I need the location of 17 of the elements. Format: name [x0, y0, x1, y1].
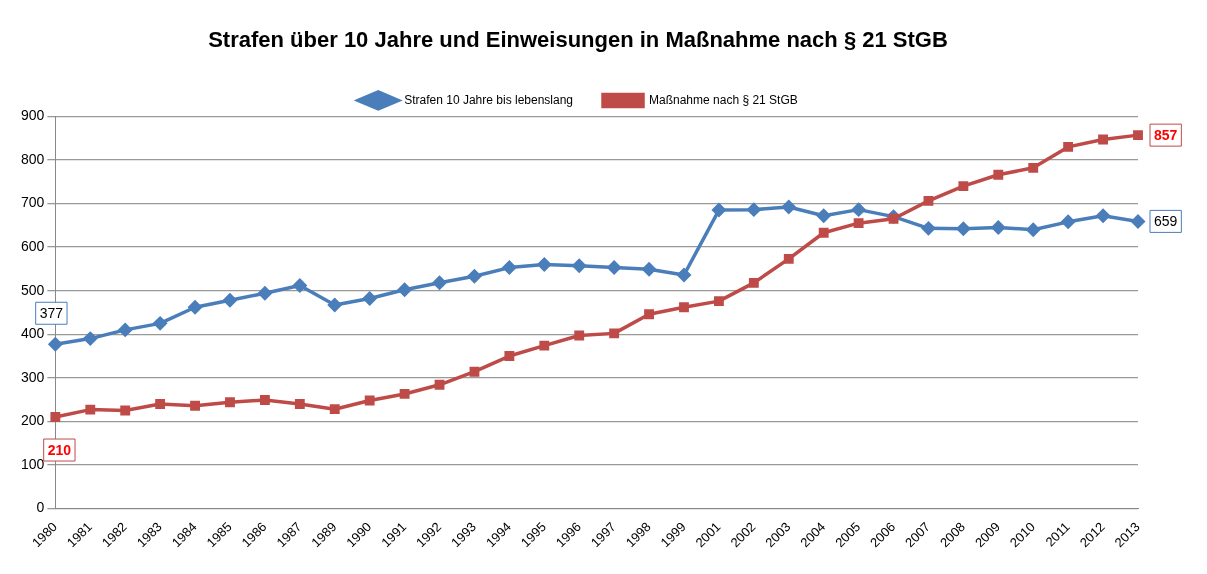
y-tick-label: 500 — [21, 281, 45, 298]
data-label: 377 — [39, 305, 64, 322]
y-tick-label: 700 — [21, 194, 45, 211]
legend-label: Maßnahme nach § 21 StGB — [649, 92, 798, 107]
data-label: 857 — [1154, 126, 1178, 143]
y-tick-label: 600 — [21, 237, 45, 254]
y-tick-label: 300 — [21, 368, 45, 385]
legend-label: Strafen 10 Jahre bis lebenslang — [404, 92, 574, 107]
y-tick-label: 200 — [21, 412, 45, 429]
data-label: 210 — [47, 441, 72, 458]
y-tick-label: 100 — [21, 455, 45, 472]
y-tick-label: 0 — [36, 499, 45, 516]
y-tick-label: 400 — [21, 325, 45, 342]
chart-title: Strafen über 10 Jahre und Einweisungen in Maßnahme nach § 21 StGB — [208, 27, 948, 53]
data-label: 659 — [1154, 213, 1178, 230]
y-tick-label: 900 — [21, 107, 45, 124]
y-tick-label: 800 — [21, 150, 45, 167]
